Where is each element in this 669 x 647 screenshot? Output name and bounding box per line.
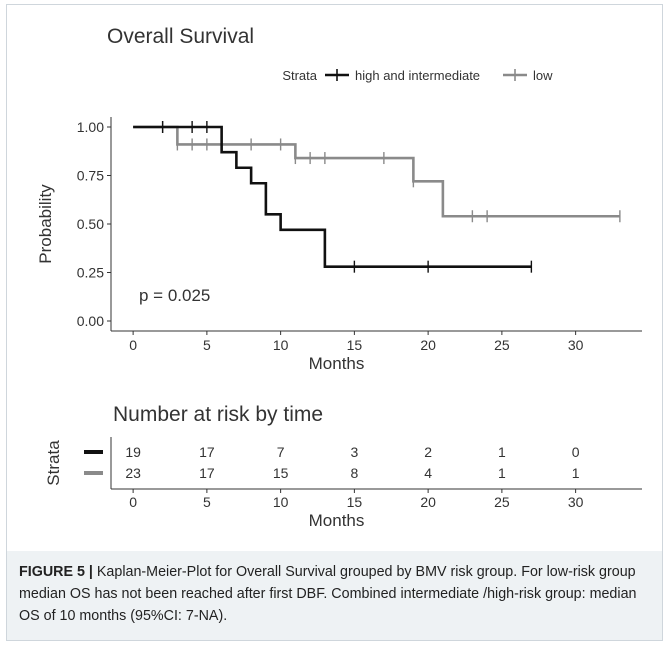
risk-table-title: Number at risk by time	[113, 403, 323, 426]
survival-curve-high-intermediate	[133, 125, 532, 268]
figure-caption: FIGURE 5 | Kaplan-Meier-Plot for Overall…	[7, 551, 662, 640]
figure-panel: Overall Survival Strata high and intermedi…	[6, 4, 663, 641]
risk-cell: 3	[350, 444, 358, 460]
risk-y-axis-label: Strata	[44, 440, 63, 486]
risk-x-tick-label: 20	[420, 494, 436, 510]
risk-x-tick-label: 25	[494, 494, 510, 510]
chart-title: Overall Survival	[107, 25, 254, 48]
risk-cell: 1	[572, 465, 580, 481]
risk-cell: 2	[424, 444, 432, 460]
x-tick-label: 20	[420, 337, 436, 353]
risk-cell: 1	[498, 465, 506, 481]
risk-cell: 7	[277, 444, 285, 460]
p-value-annotation: p = 0.025	[139, 286, 210, 305]
risk-x-tick-label: 15	[347, 494, 363, 510]
y-tick-label: 0.75	[77, 168, 104, 184]
y-axis-label: Probability	[36, 184, 55, 264]
risk-cell: 19	[125, 444, 141, 460]
risk-x-tick-label: 30	[568, 494, 584, 510]
risk-cell: 15	[273, 465, 289, 481]
risk-cell: 4	[424, 465, 432, 481]
legend-label: high and intermediate	[355, 68, 480, 83]
risk-cell: 17	[199, 444, 215, 460]
legend-label: low	[533, 68, 553, 83]
x-tick-label: 15	[347, 337, 363, 353]
y-tick-label: 0.25	[77, 265, 104, 281]
risk-x-tick-label: 10	[273, 494, 289, 510]
risk-x-tick-label: 5	[203, 494, 211, 510]
risk-cell: 1	[498, 444, 506, 460]
risk-cell: 17	[199, 465, 215, 481]
x-axis-label: Months	[309, 354, 365, 373]
risk-cell: 8	[350, 465, 358, 481]
risk-cell: 23	[125, 465, 141, 481]
caption-label: FIGURE 5 |	[19, 564, 93, 580]
x-tick-label: 10	[273, 337, 289, 353]
x-tick-label: 30	[568, 337, 584, 353]
x-tick-label: 25	[494, 337, 510, 353]
x-tick-label: 0	[129, 337, 137, 353]
risk-x-tick-label: 0	[129, 494, 137, 510]
y-tick-label: 1.00	[77, 119, 104, 135]
y-tick-label: 0.50	[77, 216, 104, 232]
risk-cell: 0	[572, 444, 580, 460]
y-tick-label: 0.00	[77, 313, 104, 329]
x-tick-label: 5	[203, 337, 211, 353]
caption-text: Kaplan-Meier-Plot for Overall Survival g…	[19, 564, 637, 624]
survival-curve-low	[133, 125, 620, 218]
km-figure: Overall Survival Strata high and intermedi…	[36, 25, 642, 530]
risk-x-axis-label: Months	[309, 511, 365, 530]
legend-title: Strata	[282, 68, 317, 83]
